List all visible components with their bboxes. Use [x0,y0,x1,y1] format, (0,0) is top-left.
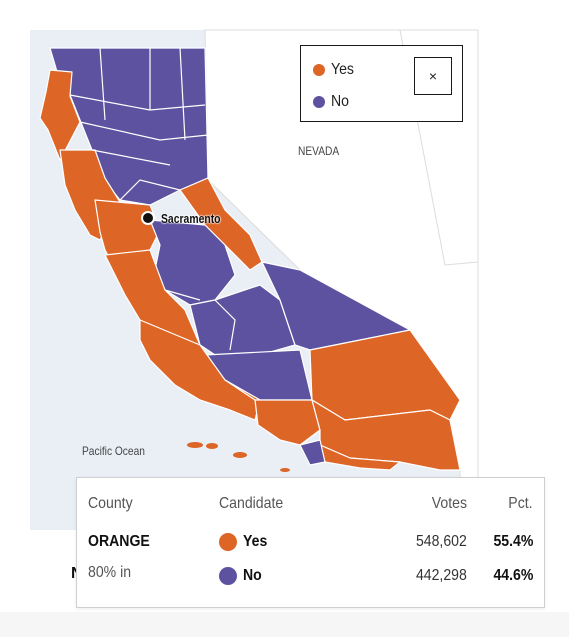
nevada-label: NEVADA [298,144,340,158]
channel-island [206,443,218,449]
pct-no: 44.6% [493,567,533,584]
county-name: ORANGE [88,533,150,550]
column-header-county: County [88,495,133,512]
channel-island [233,452,247,458]
page-footer-band [0,612,569,637]
county-border-line [99,47,106,121]
county-border-line [69,94,206,111]
county-results-tooltip: County Candidate Votes Pct. ORANGE 80% i… [76,477,545,608]
county-region-santa-barbara[interactable] [139,319,261,421]
column-header-candidate: Candidate [219,495,284,512]
votes-yes: 548,602 [416,533,467,550]
reporting-status: 80% in [88,564,132,581]
county-border-line [79,121,209,141]
legend-item-yes: Yes [313,61,357,79]
legend-close-button[interactable]: × [414,57,452,95]
county-borders [69,47,256,401]
map-legend: Yes No × [300,45,463,122]
column-header-pct: Pct. [508,495,533,512]
votes-no: 442,298 [416,567,467,584]
county-border-line [224,379,256,401]
pct-yes: 55.4% [493,533,533,550]
candidate-yes-swatch [219,533,237,551]
county-border-line [119,179,181,201]
legend-no-swatch [313,96,325,108]
county-region-orange-highlight[interactable] [299,439,326,466]
legend-yes-swatch [313,64,325,76]
candidate-no-swatch [219,567,237,585]
candidate-no-label: No [243,567,262,584]
county-border-line [214,299,236,351]
sacramento-marker[interactable] [141,211,155,225]
sacramento-label: Sacramento [161,211,221,226]
legend-yes-label: Yes [331,61,354,78]
county-border-line [179,47,186,141]
channel-island [187,442,203,448]
county-border-line [199,344,216,356]
legend-item-no: No [313,93,351,111]
column-header-votes: Votes [431,495,467,512]
channel-island [280,468,290,472]
legend-no-label: No [331,93,349,110]
county-border-line [91,149,171,166]
pacific-ocean-label: Pacific Ocean [82,444,145,458]
county-border-line [164,289,201,301]
county-layer [39,47,461,472]
candidate-yes-label: Yes [243,533,268,550]
